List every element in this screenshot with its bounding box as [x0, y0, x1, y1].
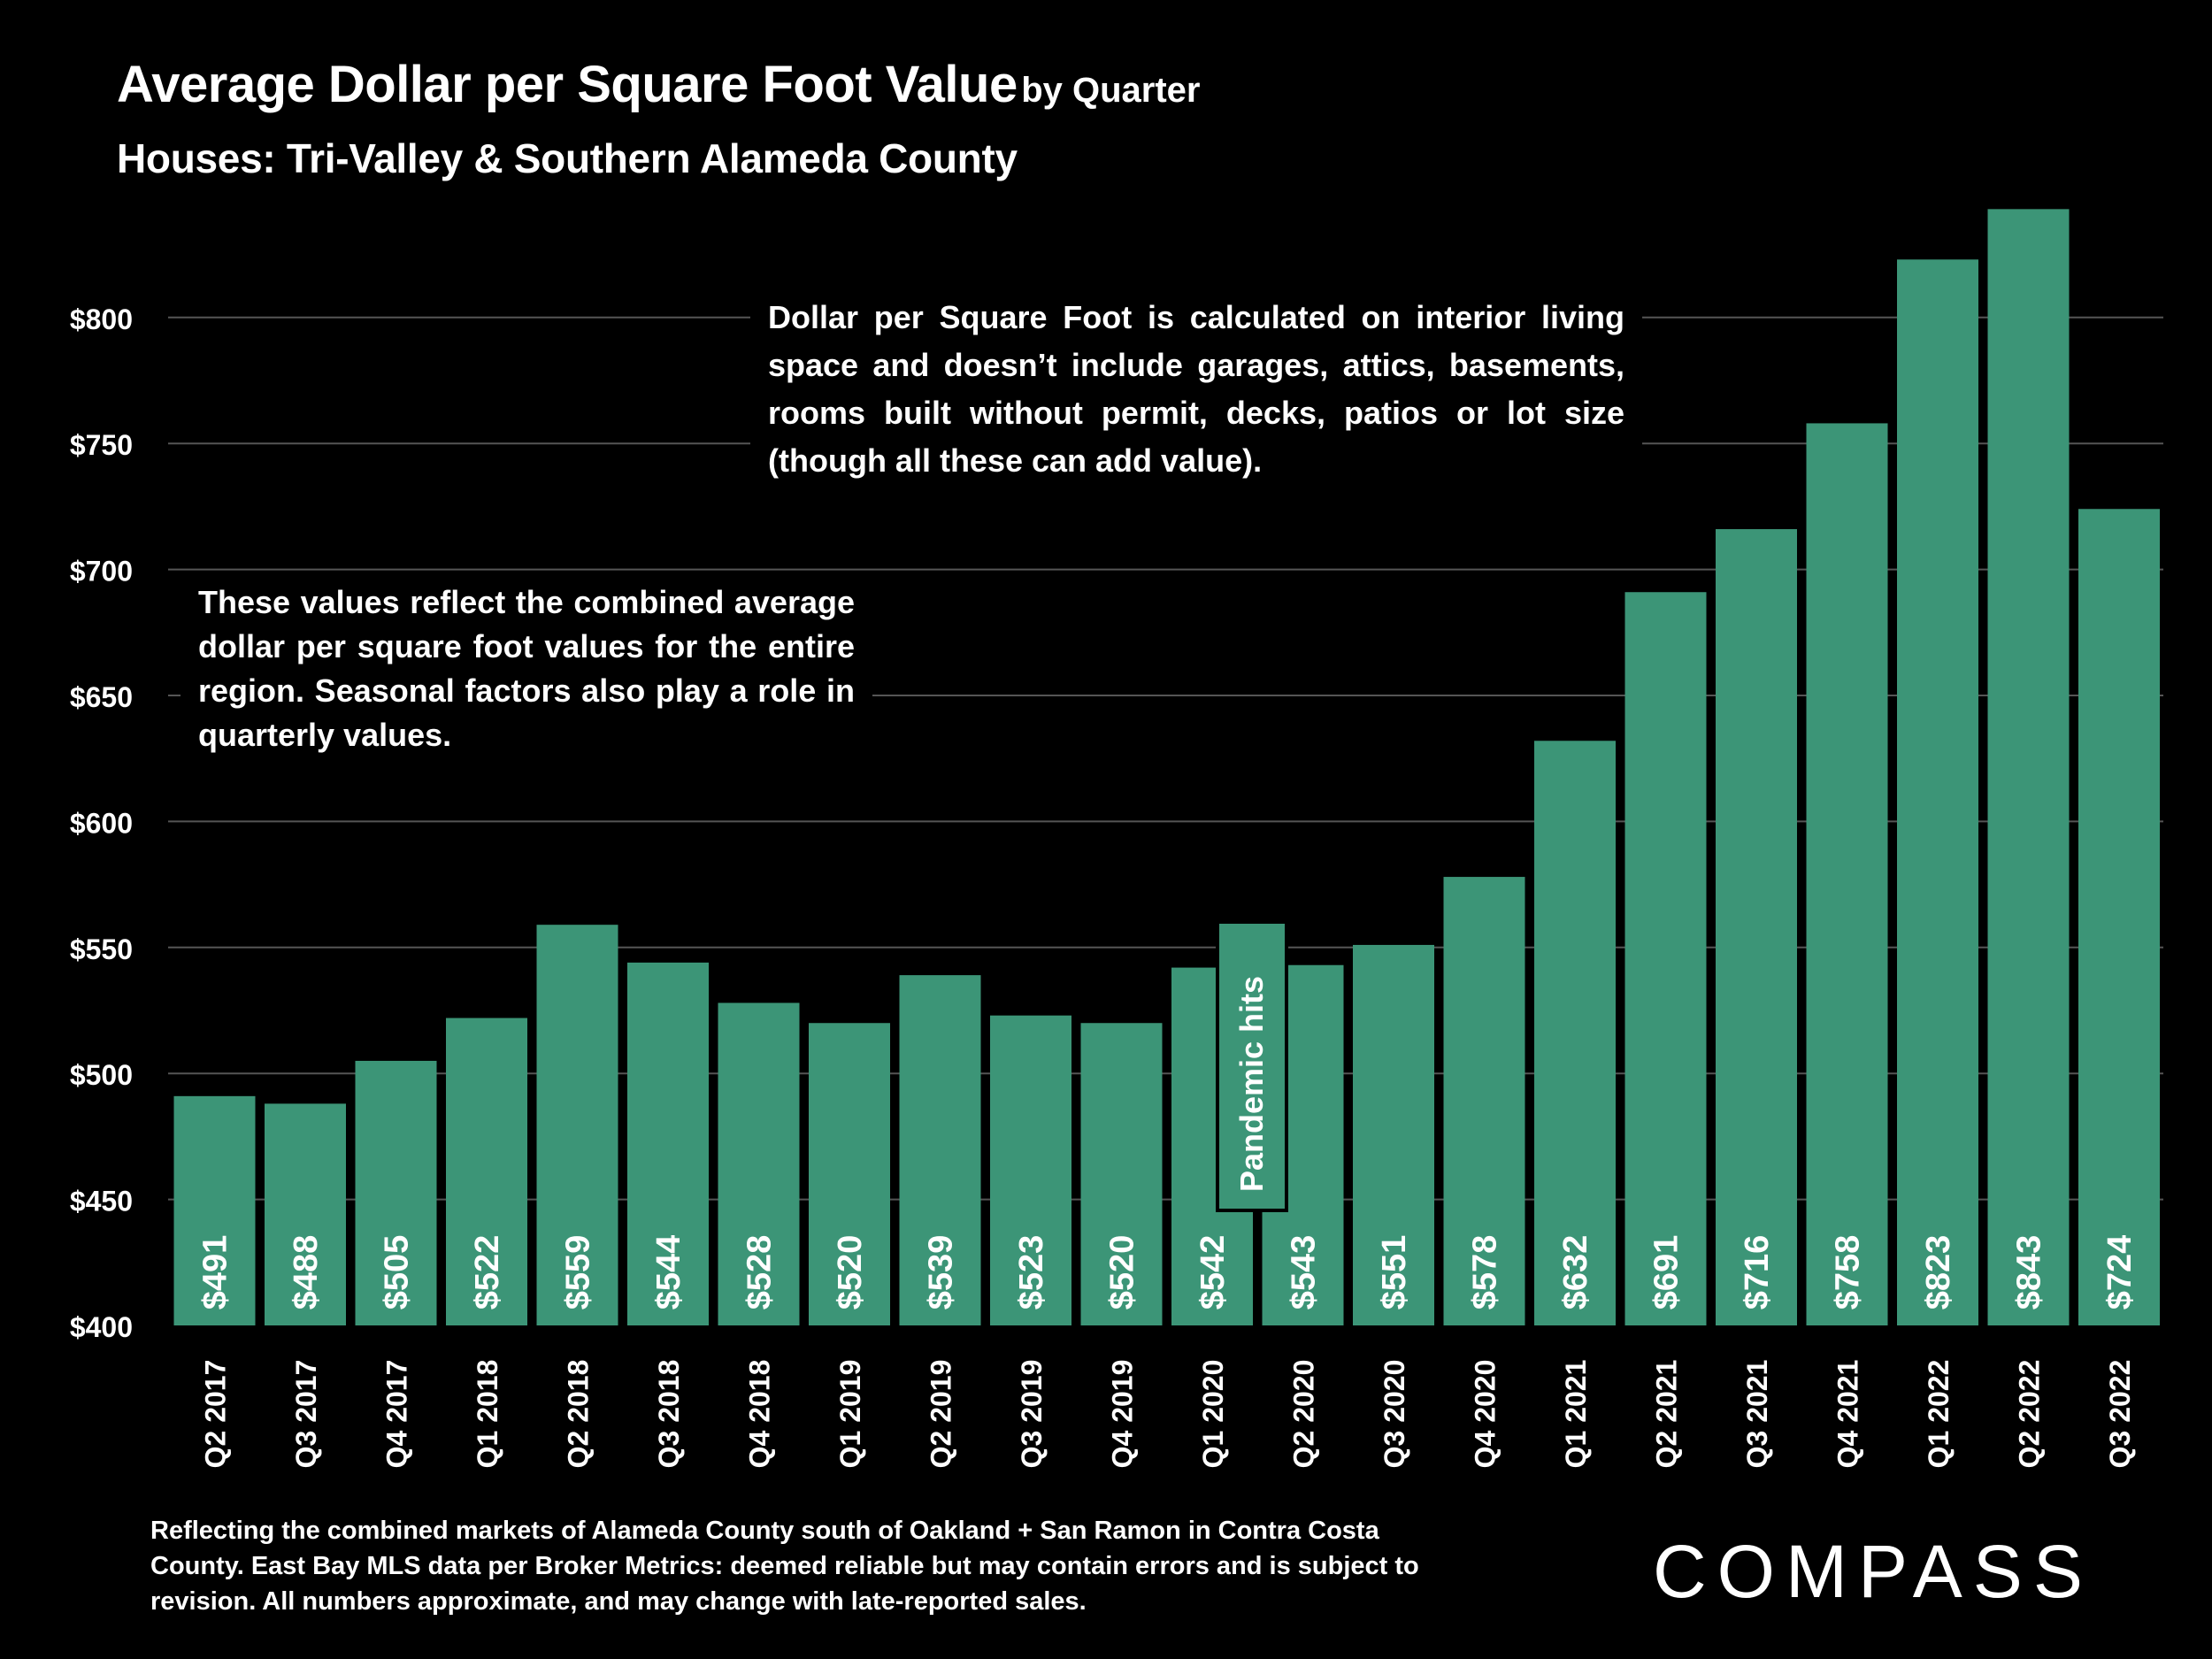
note-combined-values: These values reflect the combined averag…	[180, 575, 872, 764]
bar-value-label: $528	[741, 1235, 779, 1310]
y-tick-label: $400	[70, 1311, 133, 1343]
bar-value-label: $488	[288, 1235, 325, 1310]
bar	[1897, 259, 1978, 1325]
bar-value-labels: $491 $488 $505 $522 $559 $544 $528 $520 $539 $523…	[197, 1235, 2139, 1310]
bar	[718, 1002, 800, 1325]
bar	[1080, 1023, 1163, 1325]
x-tick-label: Q1 2019	[834, 1360, 866, 1469]
annotation-box	[1219, 924, 1285, 1209]
x-tick-label: Q3 2020	[1379, 1360, 1410, 1469]
y-tick-label: $750	[70, 429, 133, 461]
footnote-source: Reflecting the combined markets of Alame…	[150, 1517, 1419, 1616]
bar-value-label: $716	[1739, 1235, 1776, 1310]
x-tick-label: Q2 2020	[1288, 1360, 1320, 1469]
bar	[355, 1060, 437, 1325]
y-tick-label: $450	[70, 1186, 133, 1217]
x-tick-label: Q3 2021	[1741, 1360, 1773, 1469]
y-tick-label: $500	[70, 1059, 133, 1091]
x-tick-label: Q1 2022	[1923, 1360, 1955, 1469]
x-tick-label: Q4 2021	[1832, 1360, 1864, 1469]
x-tick-label: Q2 2018	[563, 1360, 595, 1469]
x-tick-label: Q1 2018	[472, 1360, 503, 1469]
y-axis-tick-labels: $400 $450 $500 $550 $600 $650 $700 $750 $800	[70, 303, 133, 1343]
x-tick-label: Q2 2021	[1651, 1360, 1683, 1469]
x-tick-label: Q4 2020	[1470, 1360, 1502, 1469]
bar-value-label: $559	[560, 1235, 597, 1310]
title-suffix: by Quarter	[1021, 71, 1201, 110]
bar	[899, 975, 981, 1325]
bar-value-label: $823	[1920, 1235, 1957, 1310]
bar	[446, 1018, 527, 1325]
bar-value-label: $520	[832, 1235, 869, 1310]
x-tick-label: Q3 2022	[2104, 1360, 2136, 1469]
bar	[1716, 529, 1797, 1325]
bar	[1534, 741, 1616, 1325]
title-main: Average Dollar per Square Foot Value	[117, 56, 1018, 113]
bar	[1353, 944, 1434, 1325]
y-tick-label: $800	[70, 303, 133, 335]
x-tick-label: Q1 2020	[1197, 1360, 1229, 1469]
bar	[265, 1103, 346, 1325]
x-tick-label: Q4 2019	[1107, 1360, 1139, 1469]
bar-value-label: $539	[923, 1235, 960, 1310]
x-tick-label: Q4 2018	[744, 1360, 776, 1469]
note-dollar-per-sqft-definition: Dollar per Square Foot is calculated on …	[750, 290, 1642, 492]
bar-value-label: $542	[1194, 1235, 1232, 1310]
x-tick-label: Q3 2018	[653, 1360, 685, 1469]
x-tick-label: Q4 2017	[381, 1360, 413, 1469]
x-axis-tick-labels: Q2 2017 Q3 2017 Q4 2017 Q1 2018 Q2 2018 Q3 20…	[200, 1360, 2137, 1469]
x-tick-label: Q3 2019	[1016, 1360, 1048, 1469]
y-tick-label: $600	[70, 807, 133, 839]
bar	[627, 962, 709, 1325]
bar-value-label: $843	[2011, 1235, 2048, 1310]
bar	[1987, 209, 2070, 1326]
bar-value-label: $505	[379, 1235, 416, 1310]
y-tick-label: $700	[70, 556, 133, 588]
x-tick-label: Q2 2022	[2014, 1360, 2046, 1469]
bar	[173, 1095, 256, 1325]
bar	[990, 1015, 1071, 1325]
bar-value-label: $522	[469, 1235, 506, 1310]
bars	[173, 209, 2160, 1326]
bar	[1806, 423, 1888, 1325]
y-tick-label: $650	[70, 681, 133, 713]
chart-title: Average Dollar per Square Foot Value by …	[117, 55, 1200, 114]
bar-value-label: $724	[2101, 1235, 2139, 1310]
annotation-layer: Pandemic hits	[1216, 920, 1288, 1212]
chart-subtitle: Houses: Tri-Valley & Southern Alameda Co…	[117, 135, 1018, 181]
bar-value-label: $491	[197, 1235, 234, 1310]
bar	[809, 1023, 890, 1325]
x-tick-label: Q1 2021	[1560, 1360, 1592, 1469]
bar	[536, 925, 618, 1325]
bar	[1624, 592, 1707, 1325]
bar-value-label: $578	[1467, 1235, 1504, 1310]
x-tick-label: Q3 2017	[290, 1360, 322, 1469]
bar-value-label: $551	[1376, 1235, 1413, 1310]
bar-value-label: $632	[1557, 1235, 1594, 1310]
bar-value-label: $544	[650, 1235, 687, 1310]
bar-value-label: $691	[1648, 1235, 1686, 1310]
bar	[1443, 877, 1525, 1325]
bar-value-label: $520	[1104, 1235, 1141, 1310]
bar-value-label: $758	[1830, 1235, 1867, 1310]
annotation-pandemic-hits: Pandemic hits	[1233, 976, 1270, 1192]
x-tick-label: Q2 2019	[926, 1360, 957, 1469]
x-tick-label: Q2 2017	[200, 1360, 232, 1469]
bar-value-label: $543	[1286, 1235, 1323, 1310]
bar-value-label: $523	[1013, 1235, 1050, 1310]
y-tick-label: $550	[70, 933, 133, 965]
bar	[2078, 509, 2160, 1325]
compass-logo: COMPASS	[1653, 1530, 2093, 1613]
